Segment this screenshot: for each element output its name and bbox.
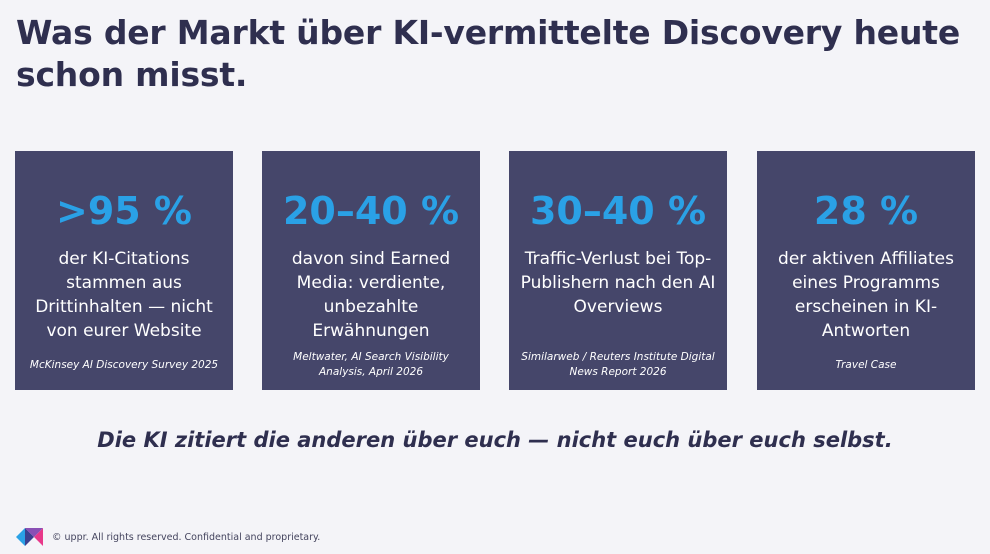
tagline: Die KI zitiert die anderen über euch — n… bbox=[97, 428, 893, 452]
stat-description: Traffic-Verlust bei Top-Publishern nach … bbox=[520, 249, 716, 317]
stat-source: Meltwater, AI Search Visibility Analysis… bbox=[293, 351, 449, 378]
stat-value: 28 % bbox=[813, 189, 919, 233]
stat-card-4: 28 % der aktiven Affiliates eines Progra… bbox=[757, 151, 975, 390]
stat-description: der KI-Citations stammen aus Drittinhalt… bbox=[35, 249, 213, 341]
footer-text: © uppr. All rights reserved. Confidentia… bbox=[52, 531, 321, 543]
uppr-logo-icon bbox=[16, 528, 43, 546]
stat-description: davon sind Earned Media: verdiente, unbe… bbox=[291, 249, 451, 341]
stat-source: McKinsey AI Discovery Survey 2025 bbox=[29, 358, 219, 371]
stat-value: 20–40 % bbox=[282, 189, 460, 233]
stat-cards: >95 % der KI-Citations stammen aus Dritt… bbox=[15, 151, 976, 390]
stat-description: der aktiven Affiliates eines Programms e… bbox=[778, 249, 954, 341]
stat-value: >95 % bbox=[55, 189, 193, 233]
footer: © uppr. All rights reserved. Confidentia… bbox=[16, 527, 320, 547]
stat-value: 30–40 % bbox=[529, 189, 707, 233]
stat-card-1: >95 % der KI-Citations stammen aus Dritt… bbox=[15, 151, 233, 390]
stat-source: Travel Case bbox=[835, 358, 897, 371]
stat-card-3: 30–40 % Traffic-Verlust bei Top-Publishe… bbox=[509, 151, 727, 390]
stat-source: Similarweb / Reuters Institute Digital N… bbox=[521, 351, 715, 378]
stat-card-2: 20–40 % davon sind Earned Media: verdien… bbox=[262, 151, 480, 390]
page-title: Was der Markt über KI-vermittelte Discov… bbox=[16, 13, 961, 94]
